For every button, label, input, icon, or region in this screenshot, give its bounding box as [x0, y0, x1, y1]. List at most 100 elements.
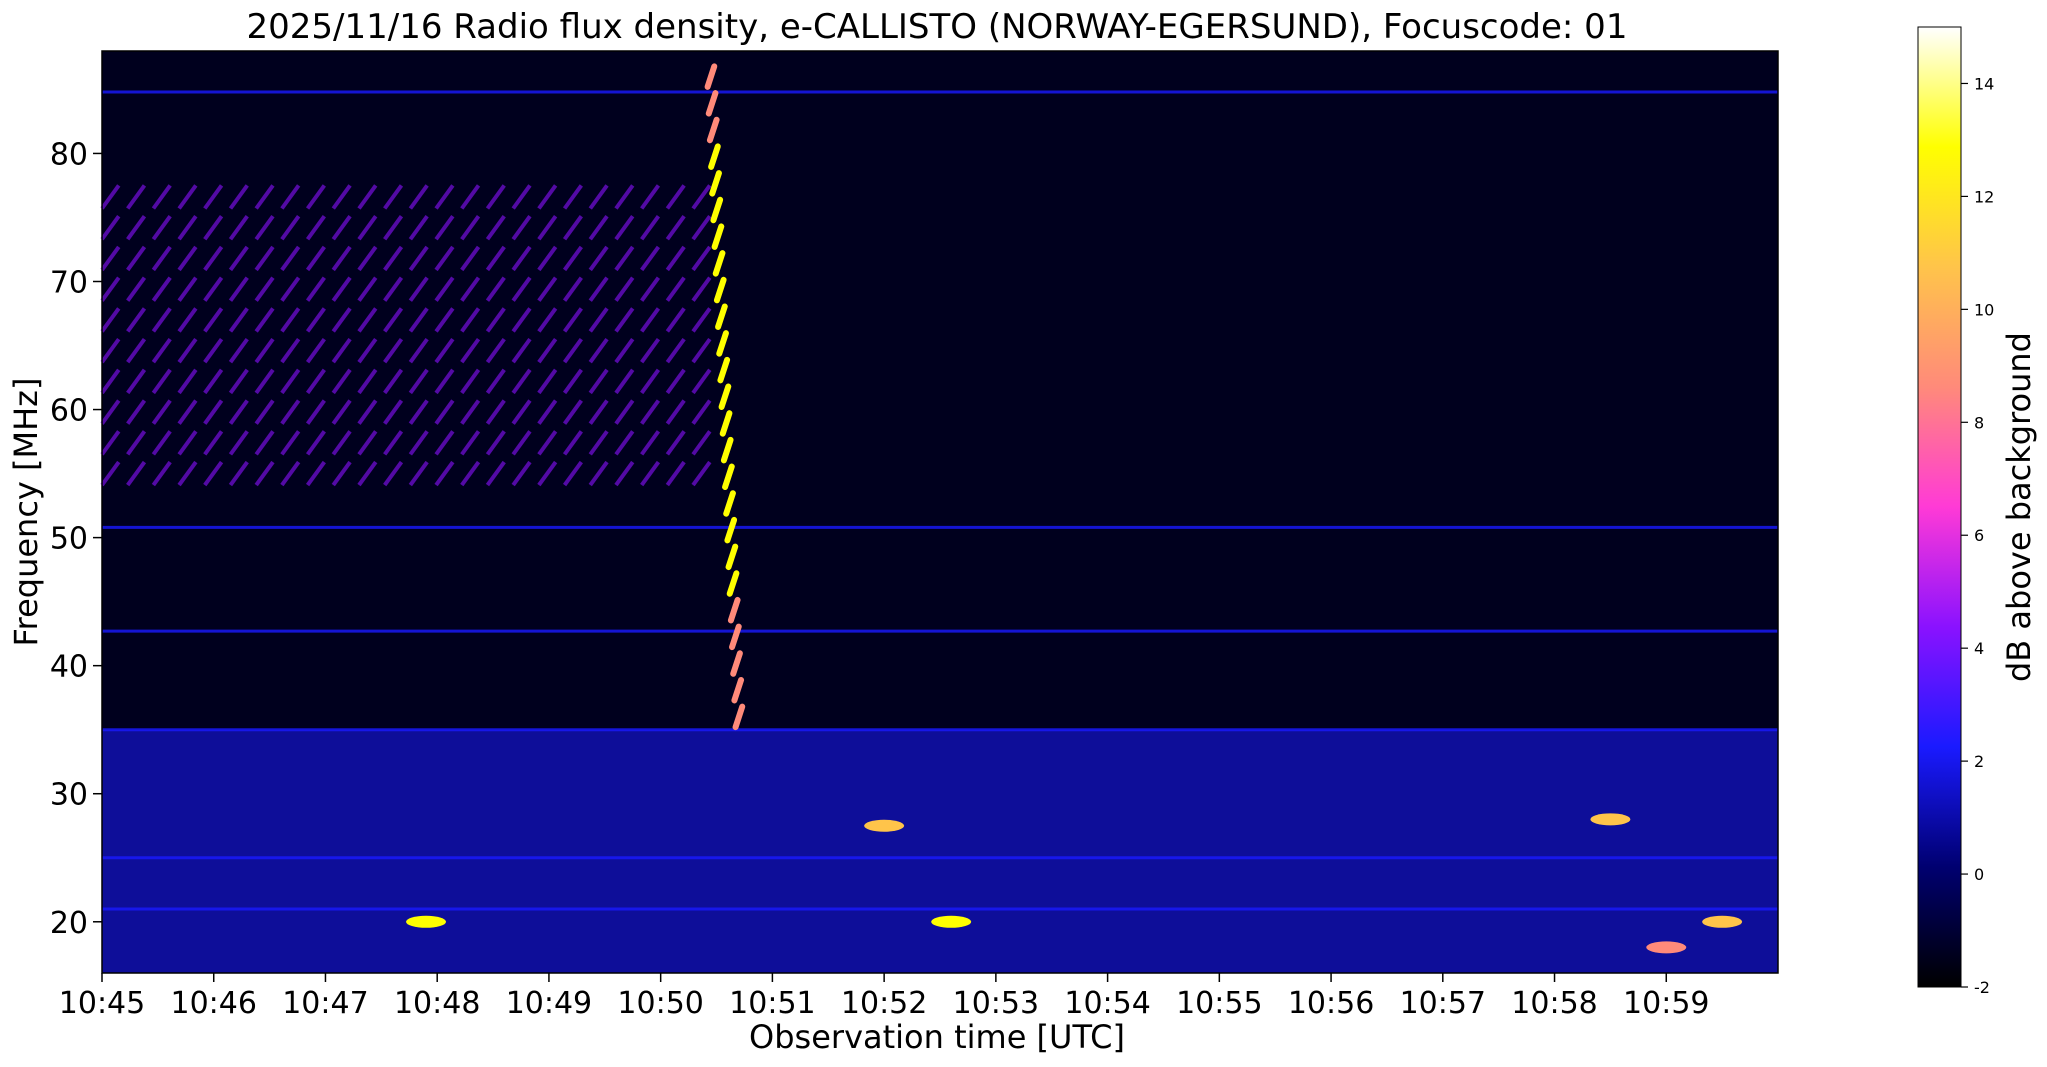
striation-mark [254, 184, 275, 210]
striation-mark [357, 430, 378, 456]
striation-mark [614, 276, 635, 302]
striation-mark [485, 337, 506, 364]
striation-mark [614, 430, 635, 456]
striation-mark [305, 276, 326, 302]
striation-mark [537, 460, 558, 487]
striation-mark [537, 184, 558, 210]
striation-mark [357, 460, 378, 487]
striation-mark [588, 337, 609, 364]
striation-mark [151, 460, 172, 487]
striation-mark [691, 276, 712, 302]
striation-mark [640, 430, 661, 456]
striation-mark [408, 399, 429, 425]
striation-mark [280, 245, 301, 272]
x-tick-label: 10:56 [1288, 986, 1374, 1021]
striation-mark [665, 307, 686, 333]
striation-mark [408, 245, 429, 272]
x-axis: 10:45 10:46 10:47 10:48 10:49 10:50 10:51 10:52… [59, 973, 1710, 1021]
striation-mark [460, 399, 481, 425]
striation-mark [203, 245, 224, 272]
striation-mark [588, 245, 609, 272]
striation-mark [383, 337, 404, 364]
striation-mark [177, 399, 198, 425]
striation-mark [126, 307, 147, 333]
striation-mark [691, 430, 712, 456]
x-tick-label: 10:57 [1400, 986, 1486, 1021]
burst-segment [732, 703, 746, 731]
burst-segment [716, 330, 729, 357]
colorbar-tick-label: -2 [1974, 978, 1990, 997]
striation-mark [177, 337, 198, 364]
y-tick-label: 60 [50, 394, 88, 429]
x-tick-label: 10:53 [953, 986, 1039, 1021]
striation-mark [485, 184, 506, 210]
striation-mark [126, 337, 147, 364]
striation-mark [614, 368, 635, 395]
striation-mark [434, 430, 455, 456]
striation-mark [280, 307, 301, 333]
striation-mark [228, 307, 249, 333]
colorbar-label: dB above background [2000, 332, 2038, 682]
striation-mark [126, 245, 147, 272]
striation-mark [126, 368, 147, 395]
striation-mark [383, 399, 404, 425]
striation-mark [151, 430, 172, 456]
striation-mark [485, 215, 506, 241]
colorbar: -2 0 2 4 6 8 10 12 14 dB above background [1917, 26, 2038, 997]
striation-mark [254, 460, 275, 487]
striation-mark [537, 430, 558, 456]
striation-mark [305, 460, 326, 487]
x-axis-label: Observation time [UTC] [749, 1018, 1125, 1056]
striation-mark [588, 430, 609, 456]
burst-segment [724, 516, 738, 544]
striation-mark [614, 307, 635, 333]
striation-mark [691, 337, 712, 364]
burst-segment [705, 90, 719, 117]
striation-mark [511, 460, 532, 487]
striation-mark [177, 276, 198, 302]
striation-mark [537, 337, 558, 364]
bright-spot [1590, 813, 1631, 826]
striation-mark [562, 215, 583, 241]
striation-mark [305, 430, 326, 456]
striation-mark [434, 307, 455, 333]
striation-mark [357, 245, 378, 272]
burst-segment [723, 490, 736, 517]
striation-mark [254, 337, 275, 364]
striation-mark [203, 276, 224, 302]
bright-spot [406, 915, 447, 928]
striation-mark [434, 368, 455, 395]
x-tick-label: 10:55 [1176, 986, 1262, 1021]
striation-mark [460, 430, 481, 456]
striation-mark [434, 337, 455, 364]
striation-mark [665, 245, 686, 272]
striation-mark [305, 215, 326, 241]
plot-frame [101, 50, 1779, 974]
burst-segment [715, 303, 728, 330]
striation-mark [177, 184, 198, 210]
striation-mark [665, 430, 686, 456]
colorbar-tick-label: 14 [1974, 74, 1994, 93]
striation-mark [562, 460, 583, 487]
striation-mark [537, 368, 558, 395]
striation-mark [460, 276, 481, 302]
striation-mark [485, 399, 506, 425]
striation-mark [460, 368, 481, 395]
striation-mark [254, 276, 275, 302]
striation-mark [537, 399, 558, 425]
x-tick-label: 10:59 [1623, 986, 1709, 1021]
striation-mark [434, 184, 455, 210]
striation-mark [151, 368, 172, 395]
striation-mark [383, 460, 404, 487]
striation-mark [254, 215, 275, 241]
striation-mark [383, 215, 404, 241]
striation-mark [151, 276, 172, 302]
striation-mark [305, 337, 326, 364]
striation-mark [305, 184, 326, 210]
striation-mark [100, 399, 121, 425]
burst-segment [711, 223, 725, 250]
striation-mark [254, 430, 275, 456]
chart-title: 2025/11/16 Radio flux density, e-CALLIST… [247, 7, 1628, 47]
striation-mark [383, 184, 404, 210]
